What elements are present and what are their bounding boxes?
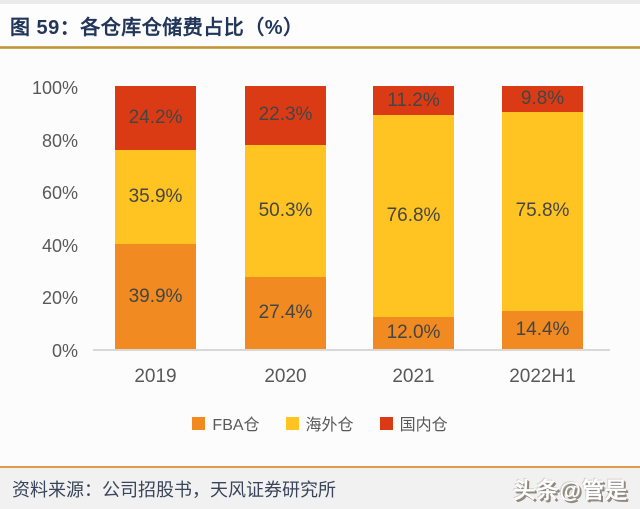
bar-group: 27.4% 50.3% 22.3%: [245, 86, 326, 349]
bar-value-label: 35.9%: [128, 185, 183, 207]
bar-segment: 14.4%: [502, 311, 583, 349]
y-tick-label: 60%: [41, 183, 78, 204]
y-tick-label: 0%: [51, 341, 78, 361]
bar-segment: 11.2%: [373, 86, 454, 116]
legend-swatch: [285, 416, 299, 430]
bar-group: 39.9% 35.9% 24.2%: [115, 86, 196, 349]
y-tick-label: 40%: [41, 235, 78, 256]
bar-value-label: 50.3%: [258, 199, 313, 221]
bar-value-label: 27.4%: [258, 301, 313, 323]
legend-item: FBA仓: [192, 411, 260, 435]
bar-segment: 9.8%: [502, 86, 583, 112]
legend-item: 海外仓: [285, 411, 354, 435]
bar-value-label: 75.8%: [515, 200, 570, 222]
title-gold-divider: [0, 46, 640, 49]
legend-label: 国内仓: [399, 417, 448, 434]
bar-value-label: 76.8%: [386, 205, 441, 227]
bar-segment: 39.9%: [115, 244, 196, 349]
bar-segment: 75.8%: [502, 111, 583, 312]
bar-segment: 35.9%: [115, 149, 196, 245]
legend-swatch: [379, 416, 393, 430]
y-tick-label: 80%: [41, 130, 78, 151]
plot-area: 39.9% 35.9% 24.2% 27.4% 50.3% 22.3% 12.0% 76.8%…: [93, 86, 610, 351]
watermark: 头条@管是: [513, 477, 628, 503]
legend-item: 国内仓: [379, 411, 448, 435]
stacked-bar-chart: 100% 80% 60% 40% 20% 0% 39.9% 35.9% 24.2% 27.4% 5…: [0, 49, 640, 466]
source-text: 资料来源：公司招股书，天风证券研究所: [12, 479, 336, 500]
footer-divider: [0, 466, 640, 468]
bar-value-label: 9.8%: [520, 87, 565, 109]
bar-segment: 50.3%: [245, 144, 326, 277]
footer: 资料来源：公司招股书，天风证券研究所 头条@管是: [0, 468, 640, 509]
x-axis-label: 2019: [134, 366, 177, 387]
figure-title: 图 59：各仓库仓储费占比（%）: [10, 16, 304, 39]
bar-value-label: 12.0%: [386, 322, 441, 344]
x-axis-label: 2021: [392, 366, 435, 387]
y-tick-label: 100%: [31, 78, 78, 98]
bar-group: 14.4% 75.8% 9.8%: [502, 86, 583, 349]
y-tick-label: 20%: [41, 288, 78, 309]
bar-value-label: 14.4%: [515, 319, 570, 341]
bar-segment: 22.3%: [245, 86, 326, 145]
bar-value-label: 11.2%: [387, 89, 440, 111]
x-axis-label: 2022H1: [509, 366, 576, 387]
figure-header: 图 59：各仓库仓储费占比（%）: [0, 4, 640, 46]
x-axis-label: 2020: [264, 366, 307, 387]
legend: FBA仓 海外仓 国内仓: [0, 411, 640, 435]
bar-value-label: 39.9%: [128, 285, 183, 307]
bar-segment: 27.4%: [245, 276, 326, 349]
bar-group: 12.0% 76.8% 11.2%: [373, 86, 454, 349]
bar-segment: 76.8%: [373, 115, 454, 318]
top-edge-strip: [0, 0, 640, 4]
legend-label: 海外仓: [305, 417, 354, 434]
bar-value-label: 22.3%: [258, 104, 313, 126]
legend-label: FBA仓: [212, 417, 260, 434]
legend-swatch: [192, 416, 206, 430]
bar-value-label: 24.2%: [128, 106, 183, 128]
bar-segment: 12.0%: [373, 317, 454, 349]
bar-segment: 24.2%: [115, 86, 196, 150]
